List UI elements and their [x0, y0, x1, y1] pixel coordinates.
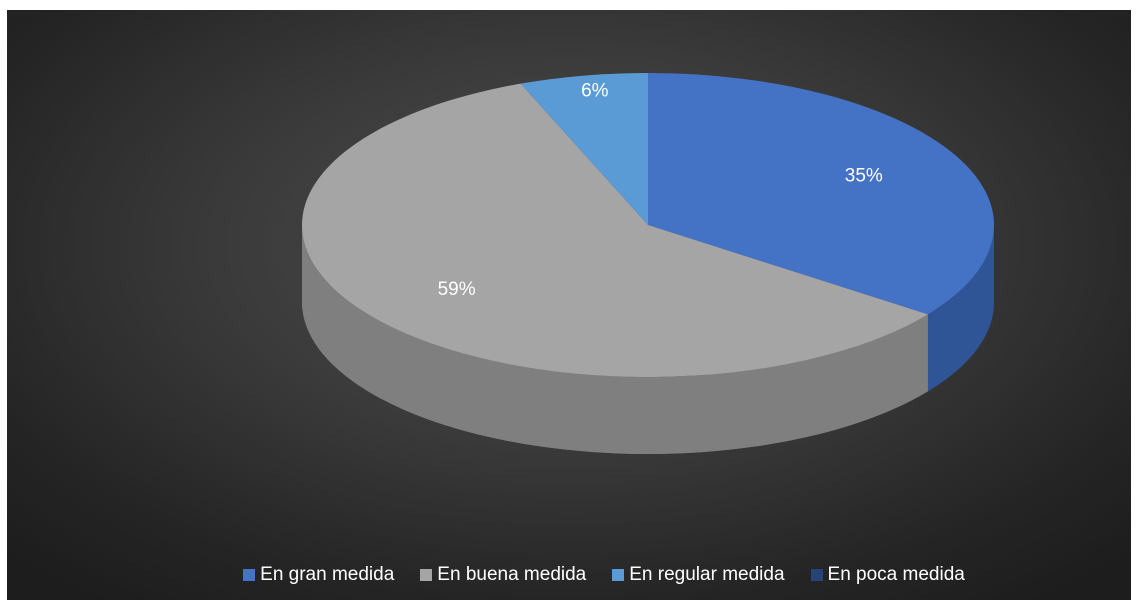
pie-chart: 35% 59% 6% [301, 73, 995, 454]
data-label-en-buena-medida: 59% [438, 279, 476, 300]
legend-swatch [243, 569, 256, 581]
pie-slice-en-gran-medida [648, 73, 995, 315]
legend-label: En regular medida [629, 564, 785, 585]
pie-side-shade-en-buena-medida [302, 225, 928, 454]
legend-label: En poca medida [827, 564, 965, 585]
legend-label: En buena medida [437, 564, 587, 585]
legend-swatch [612, 569, 625, 581]
data-label-en-gran-medida: 35% [845, 166, 883, 187]
legend: En gran medida En buena medida En regular … [7, 564, 1131, 586]
legend-item-en-gran-medida: En gran medida [243, 564, 394, 586]
legend-swatch [420, 569, 433, 581]
pie-slice-en-regular-medida [520, 73, 648, 225]
pie-slice-en-buena-medida [301, 83, 928, 377]
data-label-en-regular-medida: 6% [581, 81, 609, 102]
pie-side-shade-en-gran-medida [927, 225, 994, 392]
legend-swatch [810, 569, 823, 581]
chart-area: 35% 59% 6% En gran medida En buena medida En… [7, 10, 1131, 600]
legend-item-en-buena-medida: En buena medida [420, 564, 586, 586]
legend-item-en-regular-medida: En regular medida [612, 564, 785, 586]
legend-label: En gran medida [260, 564, 395, 585]
legend-item-en-poca-medida: En poca medida [810, 564, 965, 586]
